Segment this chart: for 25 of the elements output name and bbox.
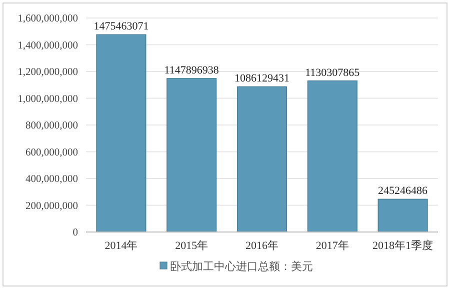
data-label: 1475463071 — [94, 20, 149, 33]
bar — [166, 78, 217, 232]
data-label: 1086129431 — [234, 72, 290, 85]
bar — [307, 80, 358, 232]
y-tick-label: 800,000,000 — [26, 120, 78, 132]
y-tick-label: 600,000,000 — [26, 147, 78, 158]
data-label: 1147896938 — [164, 64, 220, 76]
y-tick-label: 1,600,000,000 — [18, 14, 78, 24]
y-tick-label: 400,000,000 — [26, 174, 78, 185]
bar — [378, 198, 428, 232]
y-tick-label: 1,200,000,000 — [18, 67, 78, 78]
x-tick-label: 2017年 — [316, 240, 349, 252]
data-label: 245246486 — [378, 185, 428, 198]
y-tick-label: 200,000,000 — [26, 200, 78, 212]
x-tick-label: 2015年 — [175, 240, 208, 252]
data-label: 1130307865 — [305, 66, 360, 79]
bar — [236, 86, 288, 232]
x-tick-label: 2014年 — [104, 240, 138, 252]
x-tick-label: 2018年1季度 — [372, 239, 434, 252]
y-tick-label: 1,000,000,000 — [18, 94, 78, 105]
y-tick-label: 0 — [72, 228, 78, 238]
x-tick-label: 2016年 — [246, 240, 278, 252]
legend-label: 卧式加工中心进口总额：美元 — [170, 260, 313, 273]
bar — [96, 34, 146, 232]
y-tick-label: 1,400,000,000 — [18, 40, 78, 52]
